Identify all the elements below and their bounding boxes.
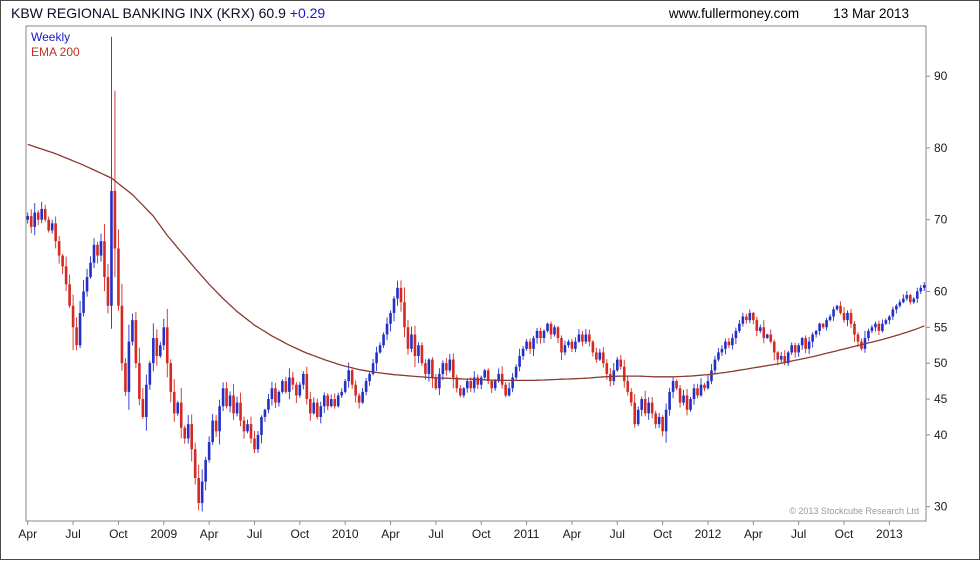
svg-text:30: 30	[934, 500, 948, 514]
svg-text:Apr: Apr	[381, 527, 400, 541]
svg-text:Oct: Oct	[653, 527, 672, 541]
svg-text:Jul: Jul	[65, 527, 80, 541]
ema200-line	[27, 143, 925, 382]
candles-layer	[26, 36, 926, 512]
svg-text:Jul: Jul	[610, 527, 625, 541]
plot-frame	[25, 25, 927, 522]
svg-text:Jul: Jul	[428, 527, 443, 541]
svg-text:Oct: Oct	[109, 527, 128, 541]
svg-text:60: 60	[934, 284, 948, 298]
svg-text:Jul: Jul	[791, 527, 806, 541]
chart-legend: Weekly EMA 200	[31, 30, 80, 60]
svg-text:2010: 2010	[332, 527, 359, 541]
chart-title: KBW REGIONAL BANKING INX (KRX) 60.9 +0.2…	[11, 5, 325, 21]
svg-text:2011: 2011	[514, 527, 540, 541]
svg-text:50: 50	[934, 356, 948, 370]
svg-text:70: 70	[934, 213, 948, 227]
svg-text:Oct: Oct	[291, 527, 310, 541]
svg-text:Apr: Apr	[563, 527, 582, 541]
svg-text:2009: 2009	[150, 527, 177, 541]
svg-text:Apr: Apr	[744, 527, 763, 541]
y-axis: 90 80 70 60 55 50 45 40 30	[926, 69, 948, 514]
svg-text:55: 55	[934, 320, 948, 334]
instrument-name: KBW REGIONAL BANKING INX (KRX)	[11, 5, 255, 21]
svg-text:80: 80	[934, 141, 948, 155]
svg-text:Apr: Apr	[18, 527, 37, 541]
timeframe-label: Weekly	[31, 30, 71, 44]
ema-label: EMA 200	[31, 45, 80, 59]
website-text: www.fullermoney.com	[668, 5, 800, 21]
x-axis: Apr Jul Oct 2009 Apr Jul Oct 2010 Apr Jul Oct 2011 A…	[18, 521, 903, 541]
svg-text:2012: 2012	[695, 527, 722, 541]
copyright-text: © 2013 Stockcube Research Ltd	[789, 506, 919, 516]
svg-text:Jul: Jul	[247, 527, 262, 541]
svg-text:Oct: Oct	[835, 527, 854, 541]
svg-text:2013: 2013	[876, 527, 903, 541]
svg-text:Apr: Apr	[200, 527, 219, 541]
chart-header: KBW REGIONAL BANKING INX (KRX) 60.9 +0.2…	[1, 1, 979, 25]
last-price: 60.9	[258, 5, 286, 21]
svg-text:Oct: Oct	[472, 527, 491, 541]
svg-text:45: 45	[934, 392, 948, 406]
price-change: +0.29	[289, 5, 326, 21]
svg-text:90: 90	[934, 69, 948, 83]
date-text: 13 Mar 2013	[833, 5, 909, 21]
svg-text:40: 40	[934, 428, 948, 442]
